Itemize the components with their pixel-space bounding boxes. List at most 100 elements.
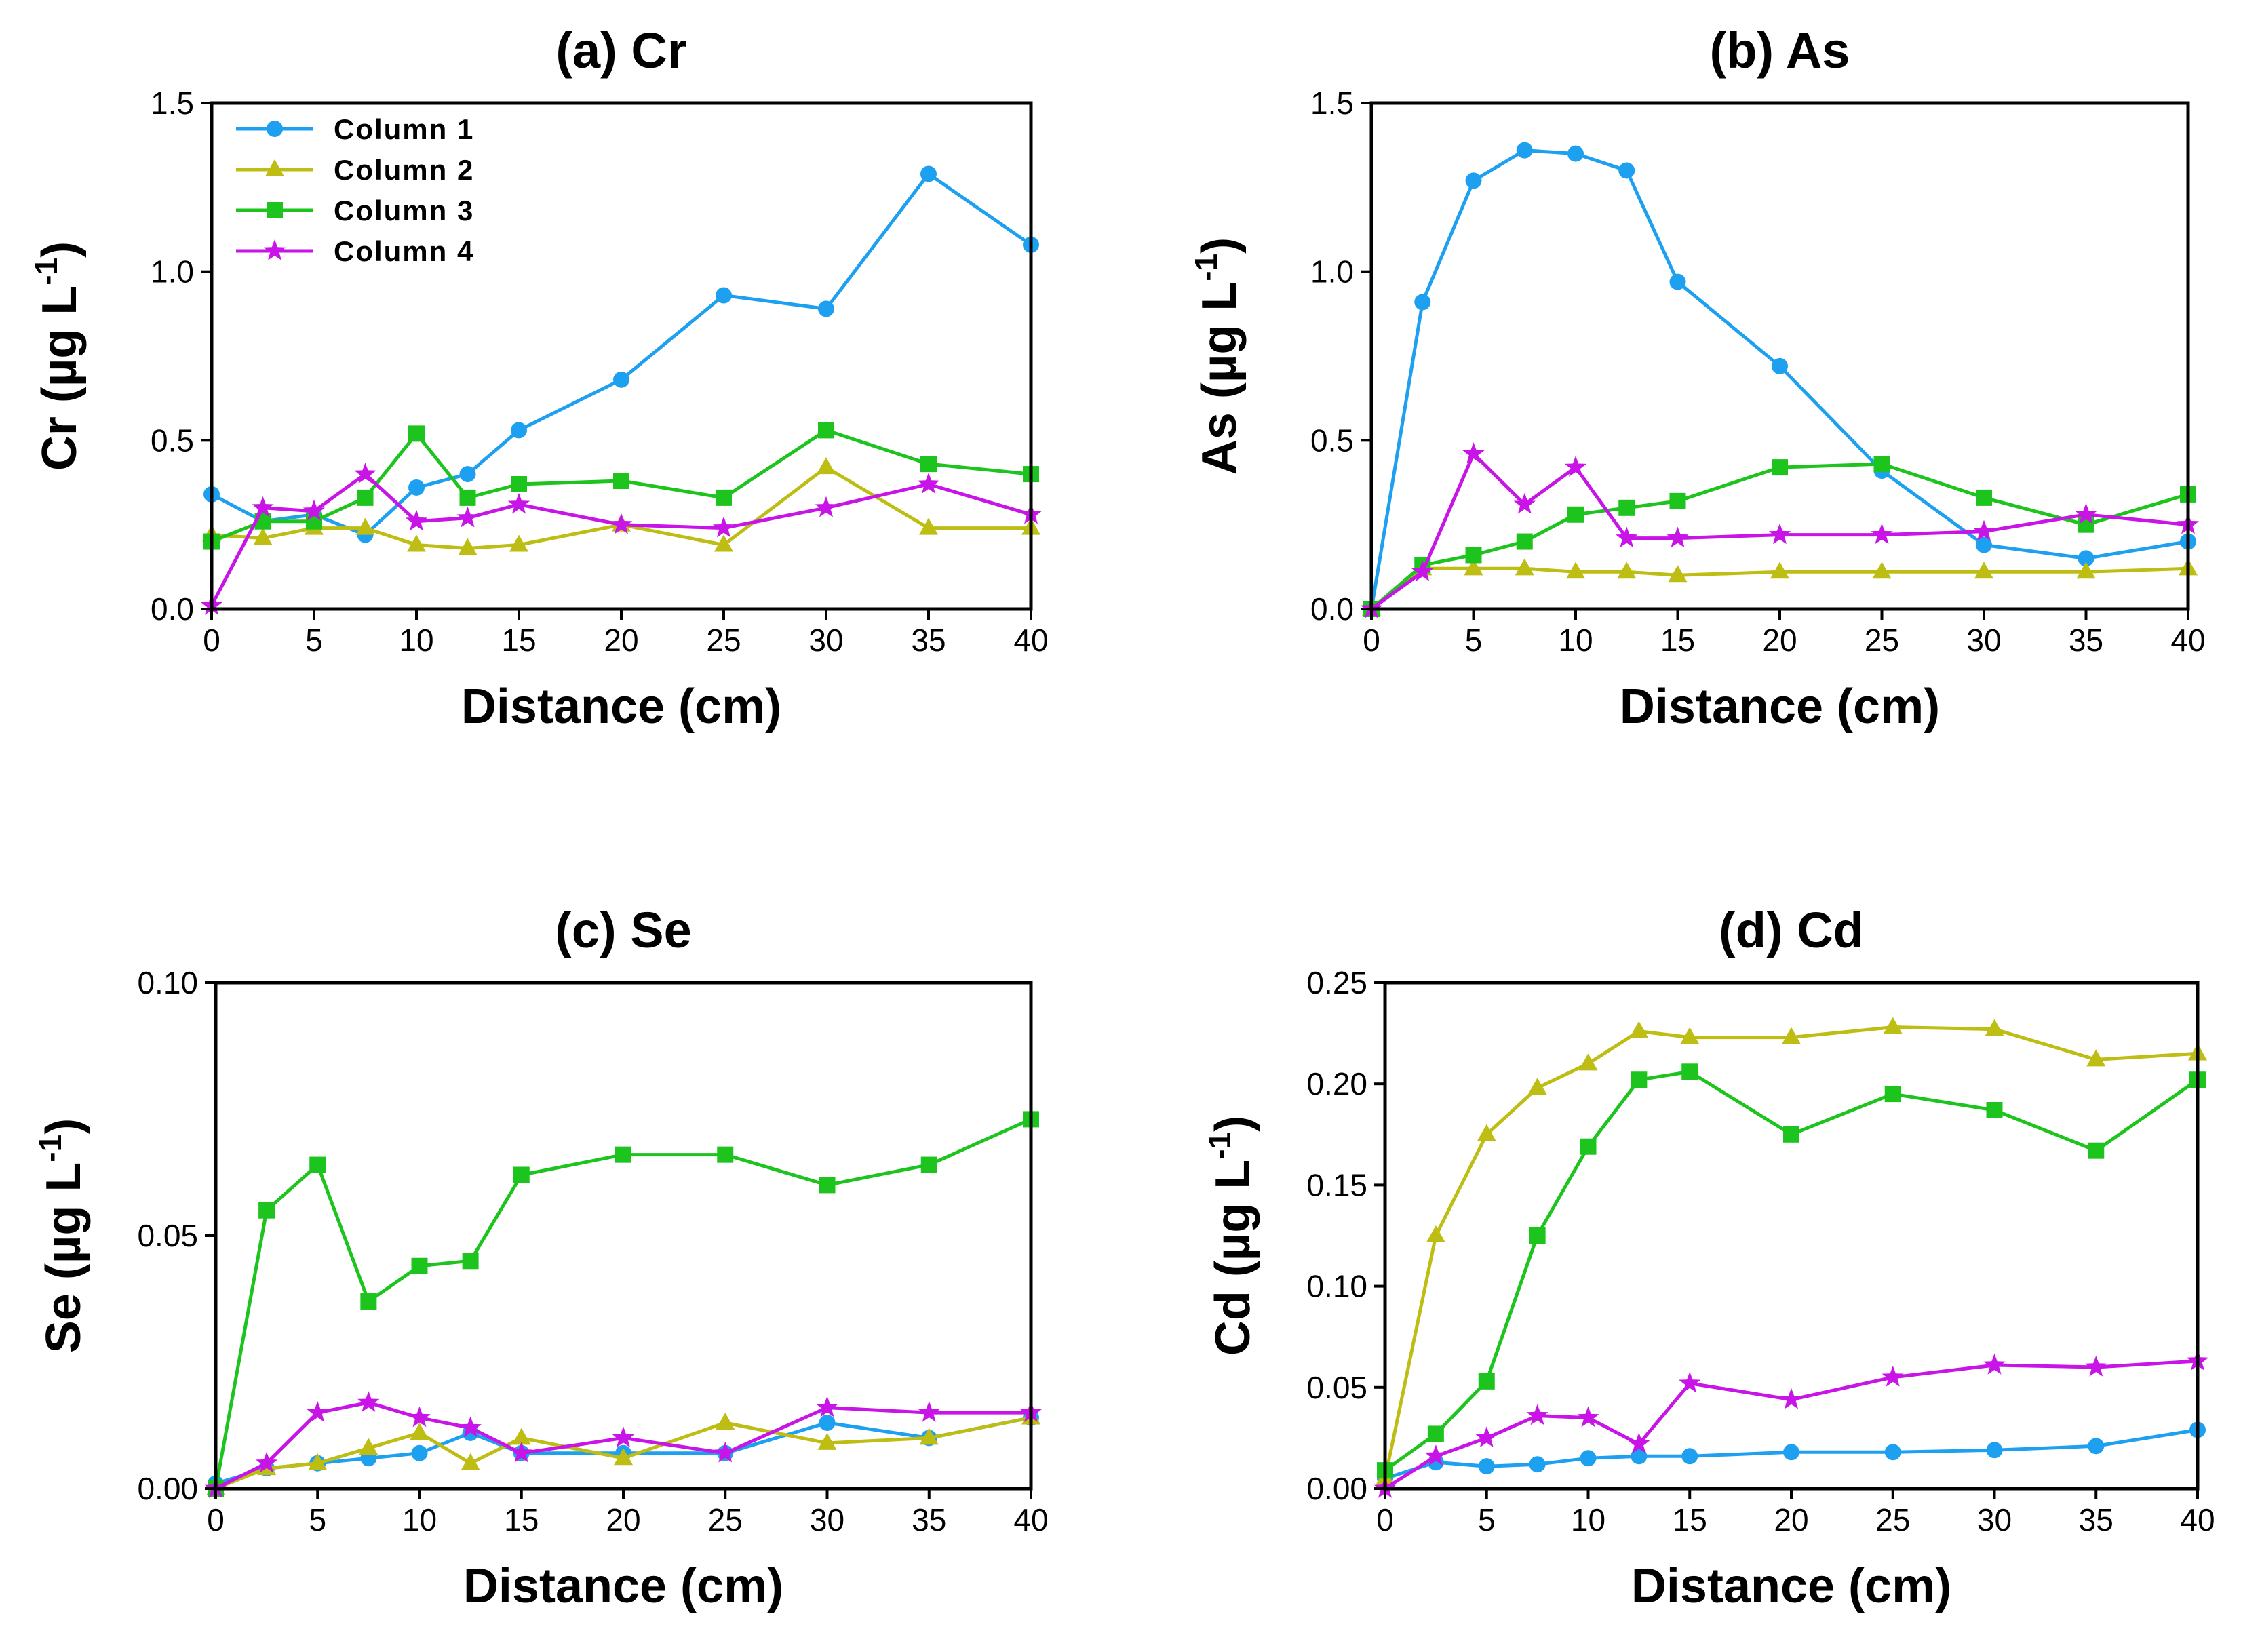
data-point — [1669, 492, 1686, 509]
series-line — [1384, 1428, 2198, 1480]
y-axis-label-superscript: -1 — [1202, 1132, 1237, 1160]
data-point — [458, 538, 478, 555]
data-point — [258, 1202, 275, 1219]
y-tick-label: 0.15 — [1306, 1167, 1367, 1202]
x-tick-label: 5 — [309, 1502, 326, 1537]
legend-label: Column 1 — [334, 113, 474, 145]
x-tick-label: 5 — [1478, 1502, 1496, 1537]
y-axis-label-main: Se (µg L — [37, 1162, 91, 1354]
data-point — [1580, 1450, 1597, 1467]
data-point — [1424, 1444, 1447, 1466]
x-tick-label: 20 — [1774, 1502, 1808, 1537]
data-point — [819, 1177, 836, 1194]
y-axis-label-main: Cd (µg L — [1206, 1160, 1260, 1356]
series-column-3 — [208, 1111, 1039, 1497]
y-tick-label: 0.0 — [1310, 591, 1354, 627]
data-point — [1783, 1126, 1799, 1143]
data-point — [1680, 1027, 1700, 1044]
data-point — [818, 300, 834, 317]
data-point — [1986, 1101, 2003, 1118]
x-axis-label: Distance (cm) — [1620, 680, 1940, 734]
data-point — [1567, 506, 1584, 523]
x-tick-label: 35 — [911, 623, 946, 658]
panel-3: (c) Se 0 5 10 15 20 25 30 35 40 0.00 0.05 0.10 Distan… — [33, 902, 1049, 1613]
data-point — [1872, 562, 1892, 579]
data-point — [1478, 1458, 1495, 1475]
data-point — [920, 165, 937, 182]
y-tick-label: 1.0 — [151, 254, 194, 290]
data-point — [1577, 1406, 1599, 1428]
series-column-3 — [203, 422, 1039, 550]
data-point — [411, 1257, 428, 1274]
y-axis-label-superscript: -1 — [1188, 254, 1224, 281]
series-column-2 — [1362, 558, 2198, 616]
series-column-4 — [1373, 1350, 2209, 1498]
y-tick-label: 0.00 — [1306, 1471, 1367, 1506]
data-point — [303, 499, 326, 521]
data-point — [1427, 1425, 1444, 1442]
series-column-2 — [206, 1407, 1040, 1495]
legend-marker — [267, 121, 283, 137]
legend-item: Column 3 — [236, 195, 474, 227]
data-point — [1667, 526, 1689, 548]
data-point — [309, 1156, 326, 1173]
series-column-3 — [1363, 456, 2196, 617]
y-tick-label: 1.5 — [151, 85, 194, 121]
data-point — [1465, 172, 1482, 189]
x-tick-label: 0 — [207, 1502, 225, 1537]
y-axis-label: As (µg L-1) — [1188, 237, 1247, 475]
y-axis-label: Cr (µg L-1) — [28, 241, 87, 471]
y-axis-label-close: ) — [37, 1118, 91, 1135]
data-point — [1631, 1071, 1648, 1088]
y-tick-label: 0.0 — [151, 591, 194, 627]
series-line — [211, 428, 1032, 543]
panel-2: (b) As 0 5 10 15 20 25 30 35 40 0.0 0.5 1.0 1.5 Distan… — [1188, 22, 2206, 734]
data-point — [613, 371, 629, 388]
data-point — [712, 516, 735, 538]
data-point — [511, 1428, 531, 1445]
panel-title: (b) As — [1710, 22, 1850, 79]
data-point — [410, 1422, 429, 1440]
data-point — [1618, 162, 1635, 179]
x-tick-label: 35 — [2069, 623, 2103, 658]
x-tick-label: 20 — [604, 623, 638, 658]
data-point — [1986, 1442, 2003, 1459]
data-point — [2076, 562, 2096, 579]
series-line — [1384, 1359, 2198, 1491]
legend-label: Column 3 — [334, 195, 474, 227]
x-tick-label: 40 — [1013, 623, 1048, 658]
panel-1: (a) Cr 0 5 10 15 20 25 30 35 40 0.0 0.5 1.0 1.5 Distan… — [28, 22, 1049, 734]
data-point — [1580, 1138, 1597, 1155]
data-point — [513, 1166, 530, 1183]
y-tick-label: 0.10 — [1306, 1269, 1367, 1304]
y-axis-label-superscript: -1 — [33, 1135, 68, 1162]
data-point — [511, 422, 527, 439]
data-point — [1617, 562, 1637, 579]
data-point — [1783, 1444, 1799, 1461]
data-point — [1527, 1078, 1547, 1095]
x-axis-label: Distance (cm) — [1631, 1559, 1951, 1613]
y-tick-label: 0.5 — [151, 422, 194, 458]
y-axis-label-main: As (µg L — [1192, 281, 1247, 475]
x-tick-label: 15 — [501, 623, 536, 658]
data-point — [1782, 1027, 1801, 1044]
data-point — [2078, 550, 2094, 567]
x-tick-label: 20 — [1762, 623, 1797, 658]
data-point — [1578, 1053, 1598, 1071]
data-point — [1478, 1373, 1495, 1390]
data-point — [2085, 1356, 2107, 1377]
series-line — [214, 1400, 1031, 1491]
series-line — [210, 172, 1032, 537]
data-point — [1679, 1371, 1701, 1393]
data-point — [510, 1441, 532, 1463]
data-point — [1629, 1021, 1649, 1038]
y-axis-label: Se (µg L-1) — [33, 1118, 91, 1353]
data-point — [1681, 1063, 1698, 1080]
data-point — [818, 422, 834, 439]
data-point — [2088, 1438, 2105, 1455]
data-point — [405, 509, 428, 531]
data-point — [459, 1416, 482, 1438]
x-tick-label: 35 — [2079, 1502, 2113, 1537]
data-point — [1628, 1432, 1650, 1454]
